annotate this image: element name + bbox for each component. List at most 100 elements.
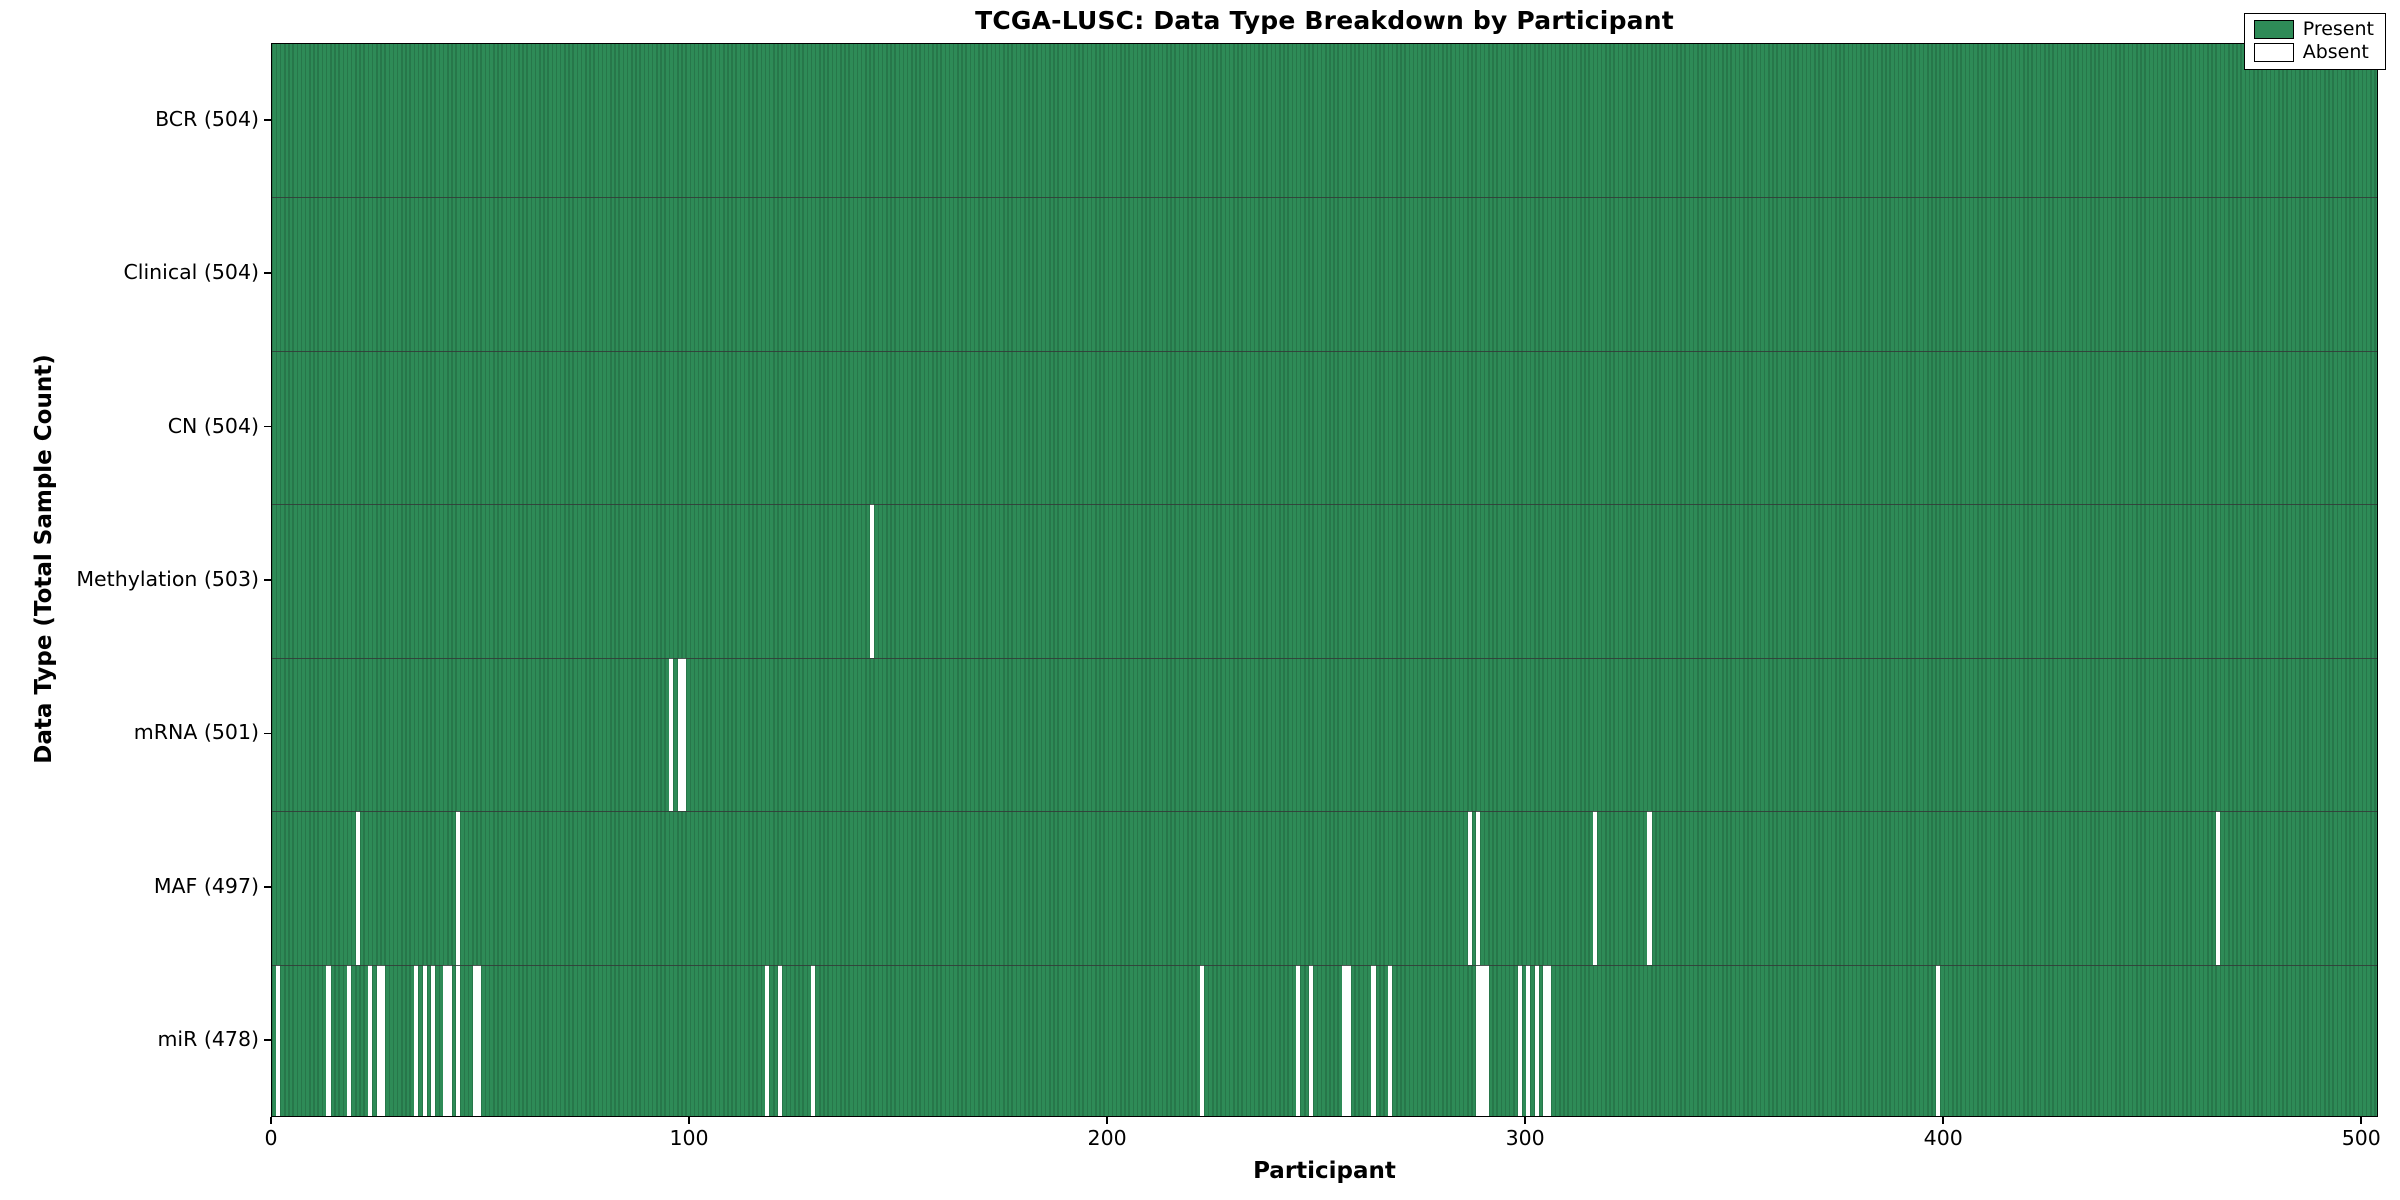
cell-present	[740, 44, 745, 198]
cell-present	[472, 44, 478, 198]
cell-present	[564, 197, 570, 351]
cell-present	[435, 197, 440, 351]
cell-present	[1262, 44, 1268, 198]
cell-present	[698, 197, 704, 351]
cell-present	[1797, 44, 1803, 198]
cell-present	[1455, 44, 1460, 198]
cell-present	[1860, 44, 1866, 198]
cell-present	[1409, 197, 1414, 351]
cell-present	[1417, 44, 1423, 198]
cell-present	[1296, 197, 1301, 351]
cell-present	[1028, 197, 1034, 351]
cell-present	[2374, 964, 2377, 1116]
cell-present	[819, 44, 825, 198]
cell-present	[2374, 504, 2377, 658]
cell-present	[1889, 44, 1895, 198]
cell-present	[652, 44, 658, 198]
cell-present	[2257, 44, 2263, 198]
cell-present	[393, 44, 398, 198]
cell-present	[618, 44, 624, 198]
cell-present	[878, 44, 883, 198]
cell-present	[1358, 44, 1364, 198]
cell-present	[664, 197, 670, 351]
cell-present	[1609, 44, 1615, 198]
cell-present	[401, 197, 407, 351]
cell-present	[894, 44, 900, 198]
cell-present	[1580, 197, 1586, 351]
cell-present	[451, 44, 457, 198]
cell-present	[1505, 197, 1510, 351]
cell-present	[1003, 197, 1009, 351]
cell-present	[1718, 44, 1724, 198]
cell-present	[1358, 197, 1364, 351]
cell-present	[464, 44, 469, 198]
cell-present	[1476, 44, 1481, 198]
cell-present	[1622, 197, 1627, 351]
cell-present	[2140, 44, 2146, 198]
cell-present	[2274, 44, 2280, 198]
cell-present	[2119, 44, 2125, 198]
cell-present	[961, 197, 967, 351]
cell-present	[1609, 197, 1615, 351]
cell-present	[292, 197, 298, 351]
cell-present	[1705, 197, 1711, 351]
cell-present	[1078, 44, 1084, 198]
cell-present	[1956, 44, 1962, 198]
cell-present	[1831, 44, 1836, 198]
y-tick-mark	[264, 732, 271, 735]
cell-present	[1120, 197, 1126, 351]
cell-present	[861, 44, 867, 198]
cell-present	[414, 197, 419, 351]
row-separator	[272, 197, 2377, 199]
cell-present	[493, 197, 499, 351]
heatmap-row	[272, 811, 2377, 965]
legend-item-present[interactable]: Present	[2253, 20, 2374, 39]
cell-present	[1480, 44, 1485, 198]
cell-present	[1597, 197, 1602, 351]
cell-present	[1777, 197, 1782, 351]
cell-present	[518, 197, 524, 351]
cell-present	[455, 197, 461, 351]
cell-present	[1191, 197, 1197, 351]
cell-present	[1898, 44, 1903, 198]
y-tick-label-clinical: Clinical (504)	[123, 260, 259, 285]
cell-present	[1459, 44, 1464, 198]
cell-present	[1179, 44, 1184, 198]
x-tick-mark	[1942, 1117, 1945, 1124]
cell-present	[1659, 197, 1665, 351]
legend-item-absent[interactable]: Absent	[2253, 43, 2374, 62]
cell-present	[1430, 44, 1435, 198]
cell-present	[1764, 197, 1770, 351]
cell-present	[573, 44, 578, 198]
cell-present	[2278, 44, 2284, 198]
cell-present	[1329, 197, 1335, 351]
cell-present	[485, 197, 490, 351]
cell-present	[1342, 44, 1347, 198]
cell-present	[1622, 44, 1627, 198]
cell-present	[660, 44, 666, 198]
cell-present	[1141, 197, 1147, 351]
cell-present	[869, 197, 875, 351]
cell-present	[685, 44, 691, 198]
cell-present	[1810, 44, 1816, 198]
cell-present	[1476, 197, 1481, 351]
cell-present	[1166, 44, 1172, 198]
cell-present	[1170, 44, 1176, 198]
cell-present	[1772, 44, 1778, 198]
cell-present	[857, 44, 862, 198]
cell-present	[297, 197, 302, 351]
cell-present	[2178, 44, 2183, 198]
cell-present	[790, 44, 795, 198]
cell-present	[1279, 197, 1285, 351]
cell-present	[1739, 197, 1744, 351]
cell-present	[802, 44, 808, 198]
cell-present	[455, 44, 461, 198]
cell-present	[1450, 44, 1456, 198]
cell-present	[460, 197, 465, 351]
cell-present	[1576, 44, 1581, 198]
cell-present	[405, 197, 411, 351]
cell-present	[945, 44, 950, 198]
cell-present	[865, 44, 871, 198]
cell-present	[2078, 44, 2083, 198]
cell-present	[2011, 44, 2016, 198]
